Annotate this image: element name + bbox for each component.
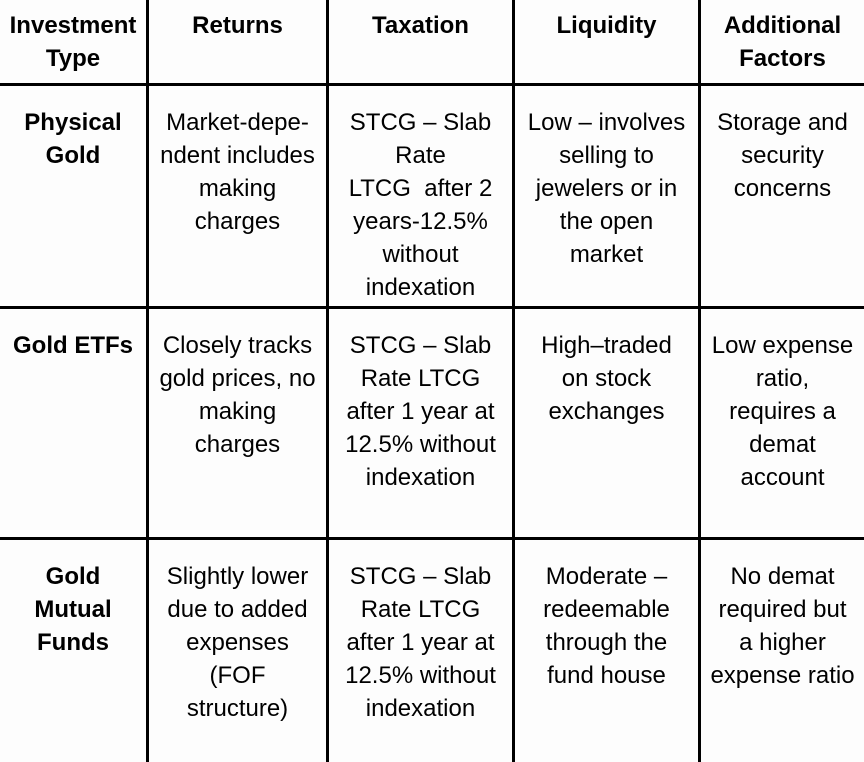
cell-gold-mutual-funds-type: Gold Mutual Funds xyxy=(0,540,149,762)
cell-gold-mutual-funds-liquidity: Moderate – redeemable through the fund h… xyxy=(515,540,701,762)
header-cell-additional-factors: Additional Factors xyxy=(701,0,864,86)
cell-gold-mutual-funds-returns: Slightly lower due to added expenses (FO… xyxy=(149,540,329,762)
cell-gold-mutual-funds-taxation: STCG – Slab Rate LTCG after 1 year at 12… xyxy=(329,540,515,762)
cell-gold-etfs-additional: Low expense ratio, requires a demat acco… xyxy=(701,309,864,540)
header-cell-taxation: Taxation xyxy=(329,0,515,86)
cell-physical-gold-additional: Storage and security concerns xyxy=(701,86,864,309)
header-cell-liquidity: Liquidity xyxy=(515,0,701,86)
cell-gold-etfs-returns: Closely tracks gold prices, no making ch… xyxy=(149,309,329,540)
cell-gold-etfs-type: Gold ETFs xyxy=(0,309,149,540)
cell-gold-etfs-liquidity: High–traded on stock exchanges xyxy=(515,309,701,540)
cell-physical-gold-returns: Market-depe- ndent includes making charg… xyxy=(149,86,329,309)
cell-physical-gold-liquidity: Low – involves selling to jewelers or in… xyxy=(515,86,701,309)
header-cell-returns: Returns xyxy=(149,0,329,86)
header-cell-investment-type: Investment Type xyxy=(0,0,149,86)
cell-gold-mutual-funds-additional: No demat required but a higher expense r… xyxy=(710,563,855,689)
cell-gold-etfs-taxation: STCG – Slab Rate LTCG after 1 year at 12… xyxy=(329,309,515,540)
cell-physical-gold-taxation: STCG – Slab Rate LTCG after 2 years-12.5… xyxy=(329,86,515,309)
cell-physical-gold-type: Physical Gold xyxy=(0,86,149,309)
